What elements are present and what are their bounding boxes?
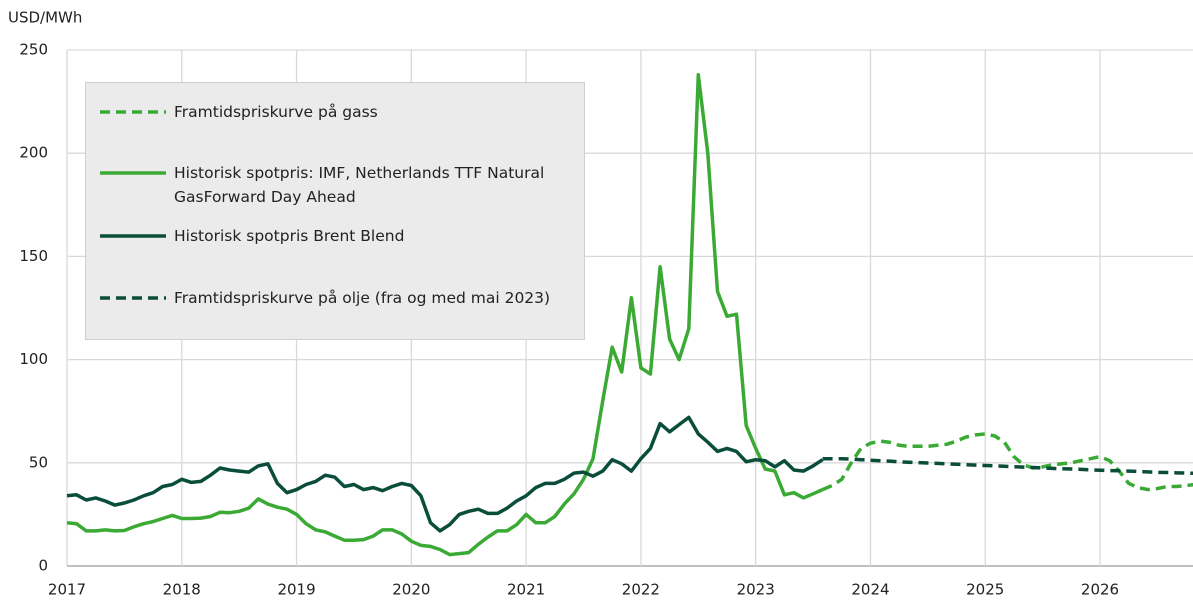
legend-item: Framtidspriskurve på gass: [98, 100, 574, 124]
x-tick-label: 2019: [277, 581, 315, 599]
series-line: [821, 432, 1193, 492]
legend-item: Historisk spotpris Brent Blend: [98, 224, 574, 248]
x-tick-label: 2026: [1081, 581, 1119, 599]
y-tick-label: 200: [19, 144, 48, 162]
y-tick-label: 150: [19, 247, 48, 265]
y-tick-label: 100: [19, 350, 48, 368]
x-tick-label: 2021: [507, 581, 545, 599]
legend-label: Historisk spotpris: IMF, Netherlands TTF…: [174, 164, 545, 206]
series-line: [66, 73, 824, 557]
y-tick-label: 50: [29, 453, 48, 471]
x-tick-label: 2024: [851, 581, 889, 599]
x-tick-label: 2018: [163, 581, 201, 599]
legend: Framtidspriskurve på gass Historisk spotp…: [85, 82, 585, 340]
legend-label: Framtidspriskurve på olje (fra og med ma…: [174, 289, 551, 307]
y-tick-label: 250: [19, 41, 48, 59]
legend-item: Framtidspriskurve på olje (fra og med ma…: [98, 286, 574, 310]
x-tick-label: 2023: [737, 581, 775, 599]
legend-swatch: [100, 296, 166, 300]
y-tick-label: 0: [38, 557, 48, 575]
x-tick-label: 2017: [48, 581, 86, 599]
legend-label: Framtidspriskurve på gass: [174, 103, 378, 121]
legend-item: Historisk spotpris: IMF, Netherlands TTF…: [98, 161, 574, 209]
x-tick-label: 2025: [966, 581, 1004, 599]
x-tick-label: 2022: [622, 581, 660, 599]
series-line: [822, 456, 1193, 475]
y-axis-label: USD/MWh: [8, 9, 82, 27]
series-line: [66, 415, 824, 533]
legend-swatch: [100, 110, 166, 114]
legend-swatch: [100, 171, 166, 175]
legend-label: Historisk spotpris Brent Blend: [174, 227, 405, 245]
x-tick-label: 2020: [392, 581, 430, 599]
legend-swatch: [100, 234, 166, 238]
